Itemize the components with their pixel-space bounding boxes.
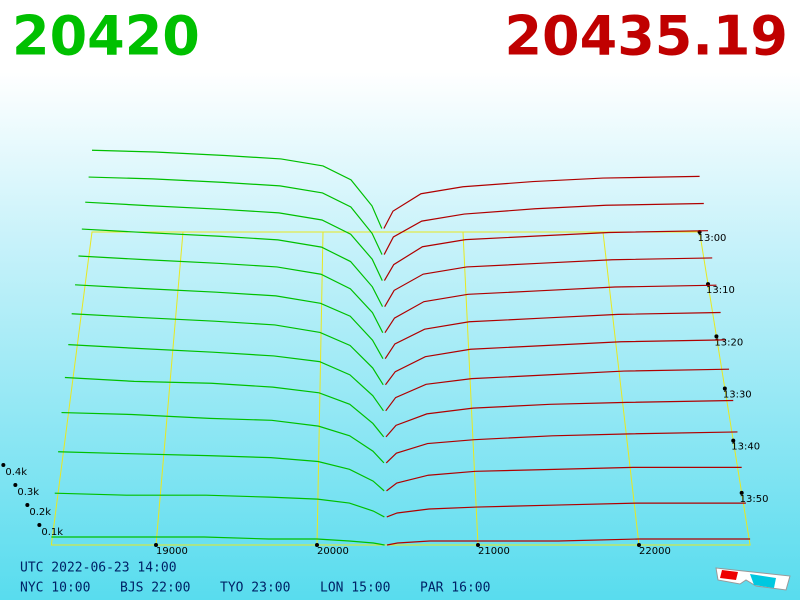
bid-price: 20420 [12,5,200,68]
asks-line [384,311,721,360]
bids-line [61,411,385,464]
ask-price: 20435.19 [504,5,788,68]
grid-line [462,231,479,546]
asks-line [383,202,704,255]
z-tick [1,463,6,467]
bids-line [58,451,385,492]
z-tick [37,523,42,527]
utc-clock: UTC 2022-06-23 14:00 [20,561,177,576]
x-tick [476,543,480,547]
x-tick [315,543,319,547]
grid-line [155,231,184,546]
bids-line [51,536,385,546]
z-tick-label: 0.3k [17,487,39,498]
asks-line [386,538,751,546]
asks-line [386,466,742,492]
t-tick-label: 13:00 [698,233,727,244]
glasses-icon [715,567,791,591]
bids-line [64,376,385,438]
bids-line [71,313,384,386]
z-tick-label: 0.4k [5,467,27,478]
bids-line [85,201,383,281]
bids-line [78,255,384,333]
z-tick [25,503,30,507]
city-clock: TYO 23:00 [220,581,290,596]
asks-line [385,431,738,464]
bids-line [75,284,384,360]
t-tick-label: 13:50 [740,494,769,505]
z-tick [13,483,18,487]
asks-line [384,257,713,307]
t-tick-label: 13:10 [706,285,735,296]
x-tick-label: 20000 [317,546,349,557]
t-tick-label: 13:30 [723,390,752,401]
city-clock: BJS 22:00 [120,581,190,596]
city-clock: LON 15:00 [320,581,390,596]
x-tick-label: 19000 [156,546,188,557]
asks-line [386,502,746,518]
asks-line [385,368,730,412]
z-tick-label: 0.1k [41,527,63,538]
t-tick-label: 13:20 [714,337,743,348]
t-tick [722,386,727,391]
z-tick-label: 0.2k [29,507,51,518]
x-tick [154,543,158,547]
grid-line [602,231,640,546]
bids-line [91,149,383,229]
asks-line [384,339,725,386]
asks-line [384,284,717,334]
bids-line [88,176,383,255]
floor [50,231,751,546]
bids-line [54,492,385,518]
city-clock: PAR 16:00 [420,581,490,596]
asks-line [385,399,734,438]
bids-line [68,344,384,412]
t-tick [714,334,719,339]
x-tick-label: 22000 [639,546,671,557]
city-clock: NYC 10:00 [20,581,90,596]
t-tick [731,438,736,443]
t-tick-label: 13:40 [731,442,760,453]
x-tick-label: 21000 [478,546,510,557]
grid-line [316,231,324,546]
bids-line [81,228,384,307]
asks-line [383,230,709,281]
x-tick [637,543,641,547]
asks-line [383,175,700,229]
t-tick [739,490,744,495]
